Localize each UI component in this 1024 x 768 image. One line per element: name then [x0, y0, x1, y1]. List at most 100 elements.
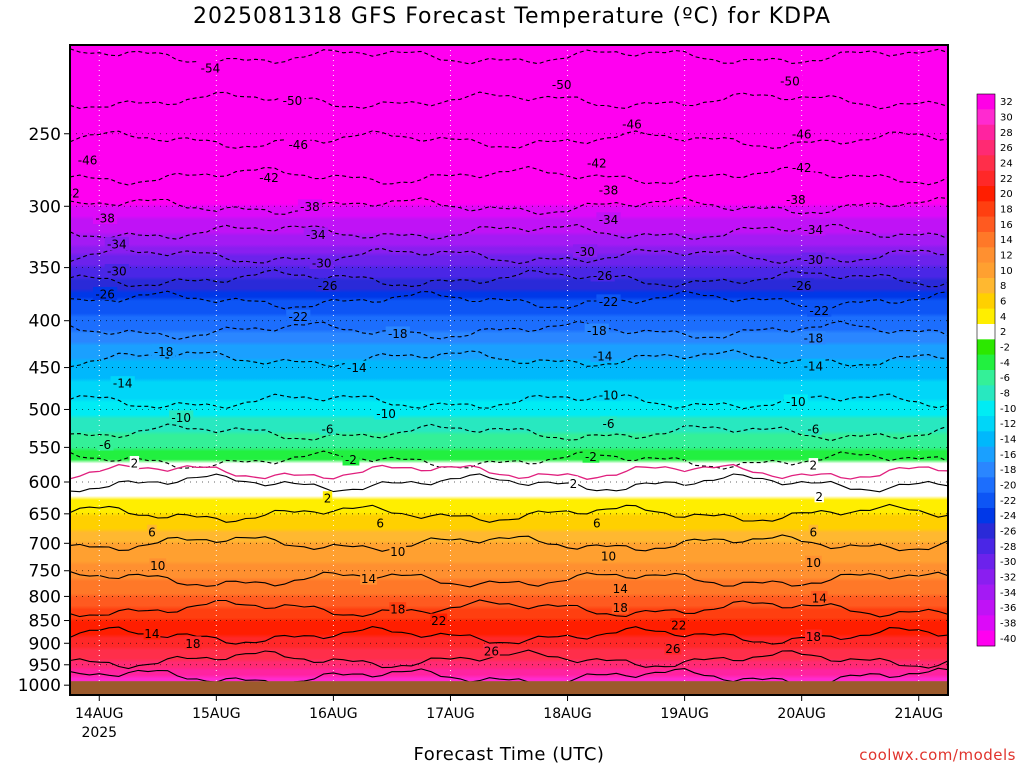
contour-label-bg — [389, 602, 407, 616]
contour-label-bg — [600, 549, 617, 563]
colorbar-swatch — [977, 446, 995, 463]
colorbar-label: 10 — [1000, 266, 1013, 277]
contour-label: 18 — [613, 601, 628, 615]
colorbar-label: 28 — [1000, 128, 1013, 139]
contour-label-bg — [315, 278, 340, 292]
colorbar-swatch — [977, 354, 995, 371]
x-tick-label: 19AUG — [660, 706, 709, 722]
contour-label-bg — [149, 558, 167, 572]
colorbar-swatch — [977, 615, 995, 631]
contour-label-bg — [169, 410, 194, 424]
colorbar-swatch — [977, 201, 995, 217]
contour-label-bg — [596, 387, 621, 401]
contour-label-bg — [801, 331, 826, 345]
colorbar: 32 30 28 26 24 22 20 18 16 14 12 10 8 6 4 2 -2 -4 -6 -8 -10 -… — [976, 93, 1016, 647]
contour-label: -26 — [318, 279, 338, 293]
colorbar-swatch — [977, 477, 995, 493]
contour-line — [70, 91, 948, 110]
contour-label-bg — [129, 455, 140, 469]
colorbar-swatch — [977, 462, 995, 478]
contour-label-bg — [93, 286, 118, 300]
contour-label-bg — [75, 152, 100, 166]
contour-label-bg — [572, 244, 598, 258]
contour-line — [70, 473, 948, 493]
contour-label: 6 — [376, 516, 384, 530]
contour-label-bg — [808, 524, 819, 538]
y-tick-label: 700 — [29, 534, 61, 554]
contour-label-bg — [808, 458, 819, 472]
colorbar-swatch — [977, 538, 995, 555]
colorbar-label: 8 — [1000, 281, 1006, 292]
contour-label-bg — [303, 227, 328, 241]
colorbar-swatch — [977, 385, 995, 401]
contour-label: 26 — [665, 642, 680, 656]
colorbar-swatch — [977, 140, 995, 156]
contour-line — [70, 223, 948, 241]
contour-label-bg — [801, 252, 826, 266]
contour-label-bg — [584, 323, 609, 337]
contour-label-bg — [286, 309, 311, 323]
contour-label: -54 — [201, 62, 221, 76]
contour-label-bg — [549, 77, 574, 91]
contour-label-bg — [319, 421, 336, 435]
y-tick-label: 500 — [29, 400, 61, 420]
colorbar-label: -26 — [1000, 527, 1016, 538]
contour-label-bg — [280, 93, 305, 107]
contour-label-bg — [147, 524, 157, 538]
contour-label-bg — [810, 590, 828, 604]
contour-label: -42 — [259, 171, 279, 185]
colorbar-swatch — [977, 186, 995, 202]
colorbar-swatch — [977, 278, 995, 294]
y-tick-label: 300 — [29, 197, 61, 217]
contour-label-bg — [619, 117, 645, 131]
colorbar-label: -34 — [1000, 588, 1016, 599]
contour-label: -46 — [288, 138, 308, 152]
contour-label-bg — [110, 376, 135, 390]
colorbar-swatch — [977, 431, 995, 447]
contour-label-bg — [664, 641, 682, 655]
x-tick-label: 18AUG — [543, 706, 592, 722]
contour-label-bg — [385, 326, 410, 340]
colorbar-swatch — [977, 339, 995, 355]
colorbar-swatch — [977, 247, 995, 263]
colorbar-swatch — [977, 416, 995, 432]
contour-label-bg — [801, 358, 826, 372]
contour-label: 10 — [806, 556, 821, 570]
contour-label-bg — [590, 348, 615, 362]
contour-label-bg — [804, 421, 822, 435]
colorbar-label: -38 — [1000, 619, 1016, 630]
contour-label-bg — [198, 61, 223, 75]
colorbar-swatch — [977, 630, 995, 647]
colorbar-label: 2 — [1000, 327, 1006, 338]
credit-link[interactable]: coolwx.com/models — [859, 746, 1016, 764]
contour-label: 6 — [810, 525, 818, 539]
contour-label-bg — [322, 491, 333, 505]
contour-label: -10 — [786, 395, 806, 409]
plot-frame — [69, 44, 949, 696]
colorbar-swatch — [977, 584, 995, 601]
colorbar-label: 26 — [1000, 143, 1013, 154]
contour-label: 2 — [570, 477, 578, 491]
x-tick-label: 17AUG — [426, 706, 475, 722]
axes: 2503003504004505005506006507007508008509… — [18, 125, 943, 741]
colorbar-swatch — [977, 293, 995, 309]
colorbar-label: -32 — [1000, 573, 1016, 584]
contour-label-bg — [360, 571, 377, 585]
y-tick-label: 800 — [29, 587, 61, 607]
contour-label: 14 — [361, 572, 376, 586]
contour-label-bg — [807, 303, 832, 317]
x-tick-label: 21AUG — [894, 706, 943, 722]
contour-label: -2 — [585, 450, 597, 464]
contour-label: -46 — [792, 127, 812, 141]
contour-label: -26 — [593, 269, 613, 283]
contour-label-bg — [783, 192, 808, 206]
contour-label: 26 — [484, 645, 499, 659]
contour-label: 18 — [185, 637, 200, 651]
x-tick-sublabel: 2025 — [81, 725, 117, 741]
colorbar-label: 16 — [1000, 220, 1013, 231]
contour-label: 2 — [815, 490, 823, 504]
contour-label-bg — [670, 618, 688, 632]
x-tick-label: 20AUG — [777, 706, 826, 722]
contour-label-bg — [596, 212, 621, 226]
contour-label: -10 — [171, 411, 191, 425]
